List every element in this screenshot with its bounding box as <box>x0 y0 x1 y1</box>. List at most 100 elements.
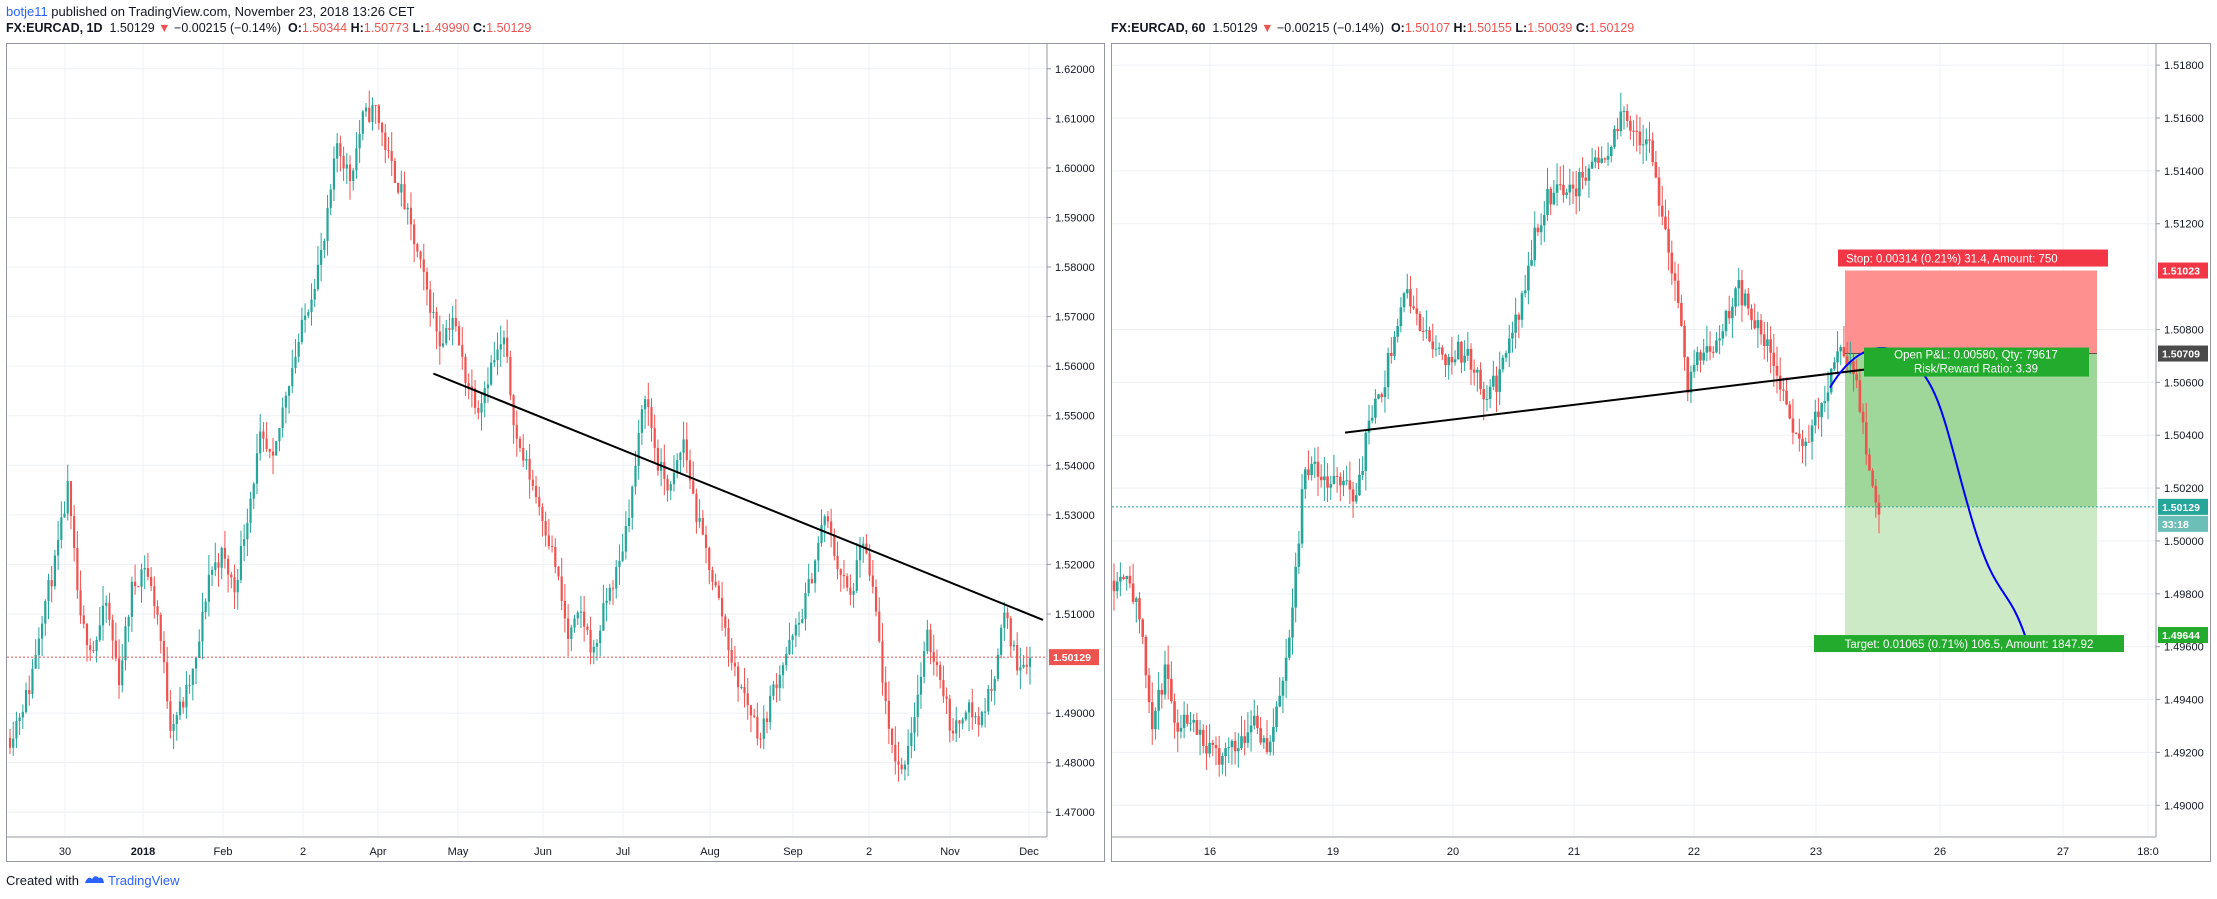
candle-body <box>150 576 153 587</box>
candle-body <box>336 143 339 159</box>
candle-body <box>522 447 525 461</box>
candle-body <box>1252 715 1256 726</box>
candle-body <box>1807 441 1811 443</box>
candle-body <box>1613 128 1616 147</box>
candle-body <box>483 388 486 404</box>
candle-body <box>1555 184 1559 193</box>
candle-body <box>983 711 987 713</box>
candle-body <box>1750 308 1753 321</box>
candle-body <box>672 472 676 485</box>
candle-body <box>89 645 92 651</box>
candle-body <box>1861 411 1865 423</box>
candle-body <box>862 543 865 547</box>
candle-body <box>63 513 66 518</box>
candle-body <box>1724 310 1728 332</box>
candle-body <box>467 383 470 387</box>
candle-body <box>1759 320 1763 335</box>
candle-body <box>464 356 467 384</box>
candle-body <box>1877 502 1881 515</box>
candle-body <box>332 158 336 190</box>
candle-body <box>682 439 685 453</box>
candle-body <box>987 688 990 712</box>
candle-body <box>595 643 599 647</box>
candle-body <box>528 458 531 480</box>
candle-body <box>1028 657 1032 667</box>
candle-body <box>1003 612 1006 628</box>
candle-body <box>1198 729 1202 735</box>
candle-body <box>833 535 836 556</box>
candle-body <box>801 618 804 623</box>
candle-body <box>1367 420 1371 433</box>
candle-body <box>557 566 560 577</box>
candle-body <box>926 629 929 652</box>
candle-body <box>1689 371 1693 393</box>
candle-body <box>737 666 740 688</box>
candle-body <box>1000 627 1003 655</box>
right-price: 1.50129 <box>1212 21 1258 35</box>
candle-body <box>942 680 945 697</box>
y-tick-label: 1.49600 <box>2164 642 2204 654</box>
candle-body <box>66 481 69 514</box>
candle-body <box>323 240 326 250</box>
candle-body <box>406 207 409 210</box>
candle-body <box>1680 303 1683 326</box>
left-low: 1.49990 <box>424 21 470 35</box>
candle-body <box>1581 171 1584 178</box>
candle-body <box>592 646 595 653</box>
x-tick-label: 18:0 <box>2137 846 2158 858</box>
candle-body <box>470 386 473 389</box>
candle-body <box>589 629 592 653</box>
candle-body <box>21 711 24 718</box>
candle-body <box>1307 469 1310 476</box>
candle-body <box>137 586 140 588</box>
candle-body <box>1012 644 1016 647</box>
left-close: 1.50129 <box>486 21 532 35</box>
candle-body <box>1469 348 1473 370</box>
candle-body <box>1635 130 1639 132</box>
right-chart-svg[interactable]: Stop: 0.00314 (0.21%) 31.4, Amount: 750 O… <box>1112 44 2210 861</box>
candle-body <box>932 652 935 662</box>
y-tick-label: 1.58000 <box>1055 262 1095 274</box>
candle-body <box>1788 404 1792 419</box>
tradingview-link[interactable]: TradingView <box>108 873 180 888</box>
candle-body <box>608 587 611 601</box>
candle-body <box>422 259 425 272</box>
left-symbol[interactable]: FX:EURCAD, 1D <box>6 21 103 35</box>
candle-body <box>1415 308 1419 314</box>
candle-body <box>627 517 631 527</box>
candle-body <box>146 568 150 577</box>
candle-body <box>259 431 262 454</box>
candle-body <box>958 720 961 724</box>
candle-body <box>711 570 714 582</box>
right-symbol[interactable]: FX:EURCAD, 60 <box>1111 21 1206 35</box>
candle-body <box>951 730 955 734</box>
candle-body <box>1418 313 1422 331</box>
left-chart-svg[interactable]: 1.62000 1.61000 1.60000 1.59000 1.58000 1.570… <box>7 44 1104 861</box>
right-high: 1.50155 <box>1466 21 1512 35</box>
candle-body <box>1625 110 1629 121</box>
candle-body <box>1539 225 1543 233</box>
candle-body <box>1600 158 1603 163</box>
right-chart-pane[interactable]: Stop: 0.00314 (0.21%) 31.4, Amount: 750 O… <box>1111 43 2211 862</box>
candle-body <box>669 484 672 491</box>
candle-body <box>1552 192 1556 205</box>
candle-body <box>105 602 108 606</box>
candle-body <box>69 481 73 517</box>
left-chart-pane[interactable]: 1.62000 1.61000 1.60000 1.59000 1.58000 1.570… <box>6 43 1105 862</box>
candle-body <box>1852 361 1855 375</box>
candle-body <box>1434 348 1438 350</box>
candle-body <box>1664 216 1667 230</box>
candle-body <box>1673 273 1677 281</box>
candle-body <box>1536 227 1540 233</box>
author-link[interactable]: botje11 <box>6 4 48 19</box>
candle-body <box>1160 689 1164 695</box>
y-tick-label: 1.50400 <box>2164 430 2204 442</box>
candle-body <box>1399 307 1403 327</box>
candle-body <box>429 289 432 313</box>
candle-body <box>127 616 130 627</box>
candle-body <box>727 627 730 651</box>
candle-body <box>1482 389 1486 400</box>
candle-body <box>1147 675 1151 703</box>
candle-body <box>374 105 377 107</box>
candle-body <box>1186 714 1189 724</box>
